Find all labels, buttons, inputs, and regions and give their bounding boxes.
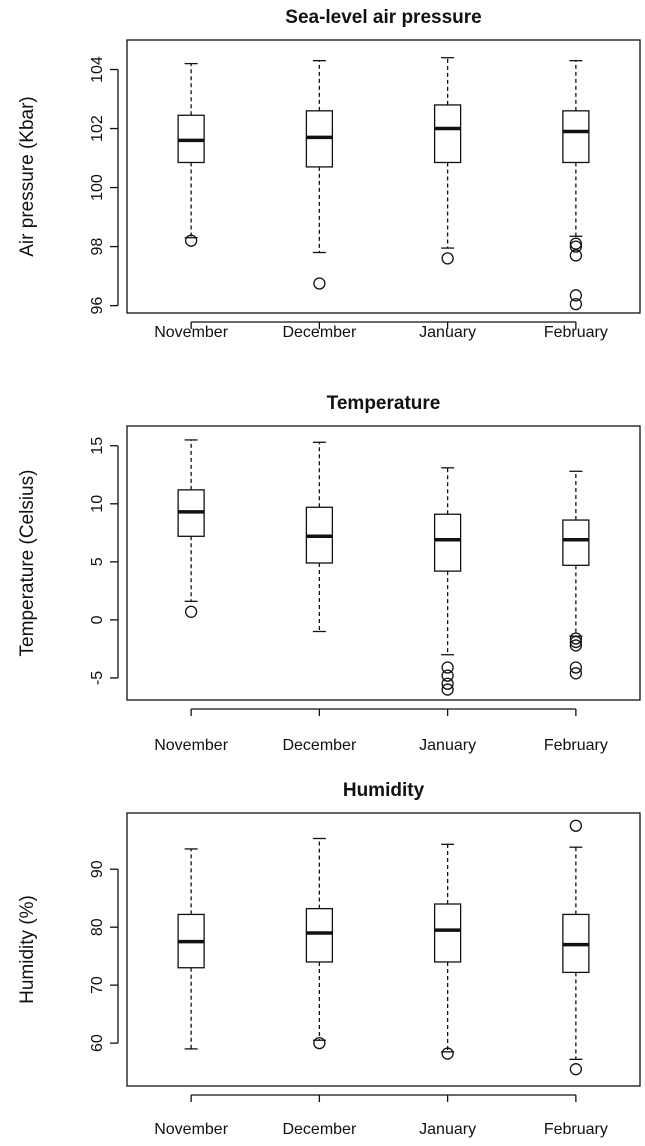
box <box>433 104 462 164</box>
y-axis-title: Temperature (Celsius) <box>17 470 38 657</box>
outlier <box>569 639 583 652</box>
box <box>562 519 590 566</box>
outlier <box>441 252 454 265</box>
chart-title: Sea-level air pressure <box>285 7 481 28</box>
y-tick-label: 104 <box>89 56 106 83</box>
box <box>433 513 462 572</box>
outlier <box>569 249 583 262</box>
y-tick-label: 70 <box>89 976 106 994</box>
y-tick-label: -5 <box>89 671 106 685</box>
y-tick-label: 90 <box>89 860 106 878</box>
plot-frame <box>126 812 641 1087</box>
outlier <box>569 289 583 302</box>
y-tick-label: 5 <box>89 557 106 566</box>
chart-title: Temperature <box>327 393 441 414</box>
outlier <box>441 677 454 690</box>
y-tick-label: 10 <box>89 495 106 513</box>
outlier <box>441 669 454 682</box>
x-tick-label: December <box>282 1121 356 1138</box>
plot-frame <box>126 425 641 701</box>
x-tick-label: February <box>544 1121 608 1138</box>
outlier <box>313 277 326 290</box>
outlier <box>441 683 454 696</box>
x-tick-label: January <box>419 324 476 341</box>
outlier <box>569 667 583 680</box>
x-tick-label: November <box>154 324 228 341</box>
box <box>433 903 462 963</box>
outlier <box>569 237 583 250</box>
outlier <box>569 1063 583 1076</box>
x-tick-label: January <box>419 1121 476 1138</box>
chart-title: Humidity <box>343 780 425 801</box>
outlier <box>569 661 583 674</box>
y-tick-label: 98 <box>89 238 106 256</box>
outlier <box>184 234 198 247</box>
y-tick-label: 96 <box>89 297 106 315</box>
box <box>562 110 590 164</box>
outlier <box>569 297 583 311</box>
x-tick-label: December <box>282 324 356 341</box>
x-tick-label: February <box>544 324 608 341</box>
outlier <box>569 819 583 832</box>
y-axis-title: Humidity (%) <box>17 895 38 1004</box>
outlier <box>313 1036 326 1050</box>
box <box>305 907 334 963</box>
y-axis-title: Air pressure (Kbar) <box>17 96 38 257</box>
y-tick-label: 100 <box>89 174 106 201</box>
x-tick-label: January <box>419 737 476 754</box>
y-tick-label: 0 <box>89 615 106 624</box>
outlier <box>441 661 454 674</box>
plot-frame <box>126 39 641 314</box>
outlier <box>569 635 583 649</box>
outlier <box>569 240 583 253</box>
x-tick-label: November <box>154 1121 228 1138</box>
y-tick-label: 15 <box>89 437 106 455</box>
y-tick-label: 80 <box>89 918 106 936</box>
outlier <box>441 1047 454 1060</box>
outlier <box>184 605 198 618</box>
x-tick-label: December <box>282 737 356 754</box>
y-tick-label: 102 <box>89 115 106 142</box>
x-tick-label: February <box>544 737 608 754</box>
outlier <box>569 632 583 645</box>
x-tick-label: November <box>154 737 228 754</box>
y-tick-label: 60 <box>89 1034 106 1052</box>
